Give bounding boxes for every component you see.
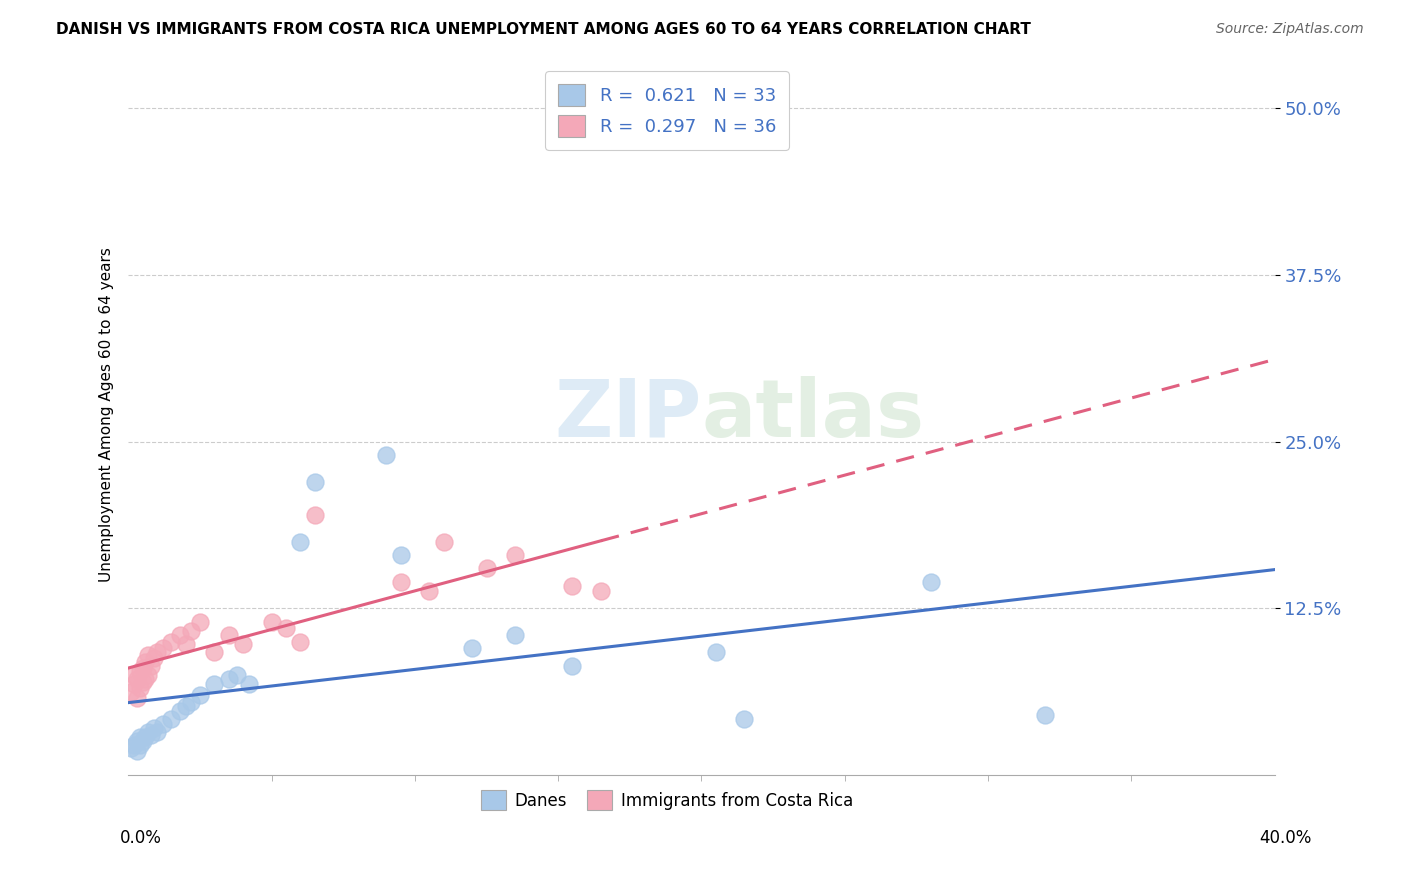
Point xyxy=(160,712,183,726)
Point xyxy=(131,734,153,748)
Point xyxy=(238,677,260,691)
Point xyxy=(131,674,153,689)
Point xyxy=(125,734,148,748)
Point xyxy=(125,672,148,686)
Point xyxy=(128,664,150,678)
Point xyxy=(143,721,166,735)
Point xyxy=(375,448,398,462)
Point xyxy=(591,583,613,598)
Point xyxy=(128,731,150,745)
Text: ZIP: ZIP xyxy=(554,376,702,454)
Point xyxy=(290,534,312,549)
Point xyxy=(136,725,159,739)
Point xyxy=(136,668,159,682)
Point xyxy=(1035,707,1057,722)
Point xyxy=(136,648,159,662)
Point xyxy=(418,583,440,598)
Point xyxy=(141,658,163,673)
Point xyxy=(128,739,150,753)
Point xyxy=(304,475,326,489)
Point xyxy=(169,628,191,642)
Point xyxy=(146,725,169,739)
Point xyxy=(920,574,942,589)
Point xyxy=(125,690,148,705)
Point xyxy=(503,628,526,642)
Point xyxy=(122,677,145,691)
Text: atlas: atlas xyxy=(702,376,925,454)
Point xyxy=(432,534,454,549)
Point xyxy=(290,634,312,648)
Text: DANISH VS IMMIGRANTS FROM COSTA RICA UNEMPLOYMENT AMONG AGES 60 TO 64 YEARS CORR: DANISH VS IMMIGRANTS FROM COSTA RICA UNE… xyxy=(56,22,1031,37)
Point xyxy=(152,717,174,731)
Point xyxy=(146,645,169,659)
Point xyxy=(733,712,755,726)
Point xyxy=(304,508,326,522)
Point xyxy=(218,628,240,642)
Point xyxy=(503,548,526,562)
Point xyxy=(131,661,153,675)
Point xyxy=(160,634,183,648)
Point xyxy=(120,741,142,756)
Point xyxy=(188,688,211,702)
Point xyxy=(202,677,225,691)
Point xyxy=(125,744,148,758)
Text: 0.0%: 0.0% xyxy=(120,829,162,847)
Point xyxy=(122,668,145,682)
Point xyxy=(389,574,412,589)
Legend: Danes, Immigrants from Costa Rica: Danes, Immigrants from Costa Rica xyxy=(475,783,859,817)
Y-axis label: Unemployment Among Ages 60 to 64 years: Unemployment Among Ages 60 to 64 years xyxy=(100,248,114,582)
Point xyxy=(475,561,498,575)
Point xyxy=(389,548,412,562)
Point xyxy=(134,655,156,669)
Point xyxy=(169,704,191,718)
Point xyxy=(232,637,254,651)
Point xyxy=(174,637,197,651)
Point xyxy=(274,621,297,635)
Point xyxy=(218,672,240,686)
Point xyxy=(561,578,583,592)
Point xyxy=(141,728,163,742)
Point xyxy=(122,739,145,753)
Text: Source: ZipAtlas.com: Source: ZipAtlas.com xyxy=(1216,22,1364,37)
Point xyxy=(226,668,249,682)
Point xyxy=(188,615,211,629)
Point xyxy=(260,615,283,629)
Text: 40.0%: 40.0% xyxy=(1260,829,1312,847)
Point xyxy=(152,641,174,656)
Point xyxy=(704,645,727,659)
Point xyxy=(134,672,156,686)
Point xyxy=(128,681,150,696)
Point xyxy=(202,645,225,659)
Point xyxy=(561,658,583,673)
Point xyxy=(461,641,484,656)
Point xyxy=(180,694,202,708)
Point xyxy=(134,731,156,745)
Point xyxy=(143,650,166,665)
Point xyxy=(120,685,142,699)
Point xyxy=(174,698,197,713)
Point xyxy=(180,624,202,638)
